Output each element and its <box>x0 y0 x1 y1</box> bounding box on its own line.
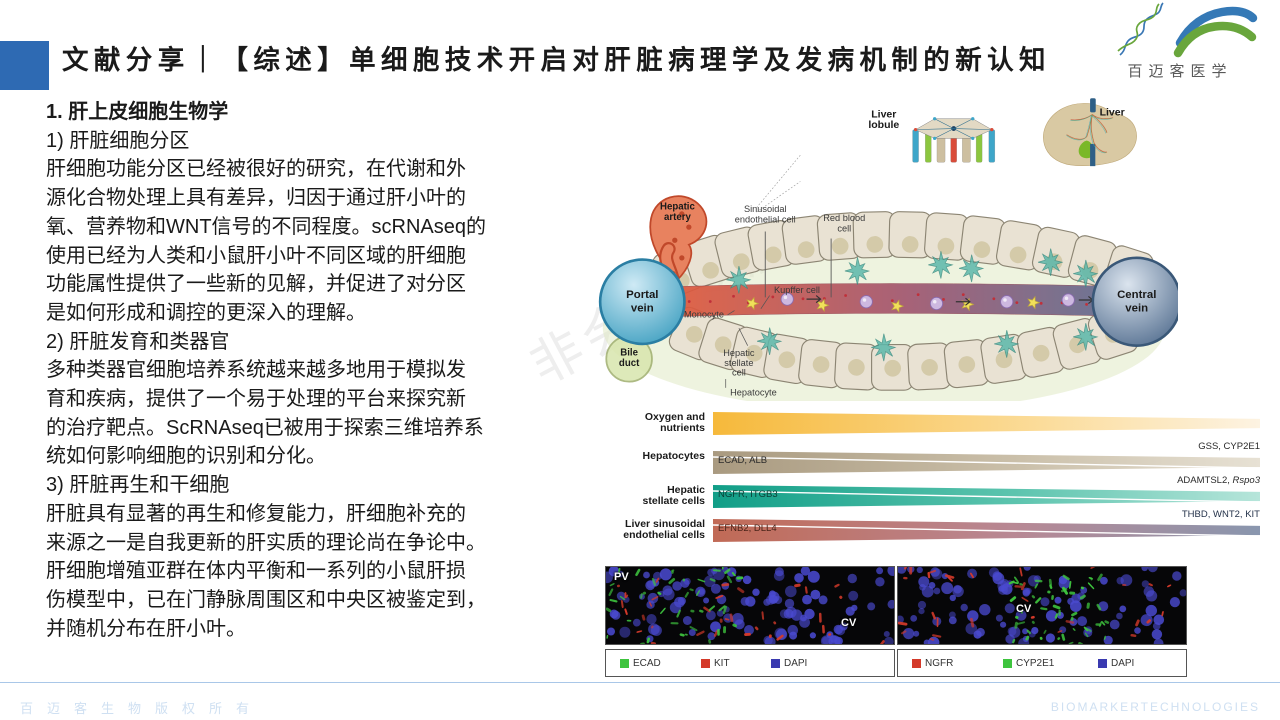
svg-text:duct: duct <box>619 358 640 369</box>
svg-text:Red blood: Red blood <box>823 213 865 223</box>
svg-text:Kupffer cell: Kupffer cell <box>774 285 820 295</box>
svg-text:Liver: Liver <box>1100 107 1125 119</box>
svg-text:Central: Central <box>1117 289 1156 301</box>
svg-text:Portal: Portal <box>626 289 658 301</box>
svg-text:artery: artery <box>664 212 691 223</box>
svg-text:Hepatic: Hepatic <box>660 202 696 213</box>
svg-text:stellate: stellate <box>724 358 753 368</box>
svg-text:lobule: lobule <box>868 119 899 131</box>
svg-text:Monocyte: Monocyte <box>684 310 724 320</box>
svg-text:cell: cell <box>837 223 851 233</box>
svg-text:Bile: Bile <box>620 347 638 358</box>
svg-text:Hepatocyte: Hepatocyte <box>730 388 777 398</box>
svg-text:Hepatic: Hepatic <box>723 348 755 358</box>
svg-text:vein: vein <box>631 302 654 314</box>
svg-text:vein: vein <box>1125 302 1148 314</box>
svg-text:endothelial cell: endothelial cell <box>735 215 796 225</box>
svg-text:cell: cell <box>732 368 746 378</box>
